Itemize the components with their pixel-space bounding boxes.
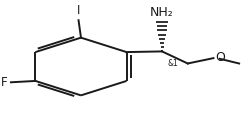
Text: O: O: [214, 51, 224, 64]
Text: F: F: [1, 76, 7, 89]
Text: &1: &1: [167, 59, 177, 68]
Text: NH₂: NH₂: [150, 5, 173, 18]
Text: I: I: [77, 4, 80, 17]
